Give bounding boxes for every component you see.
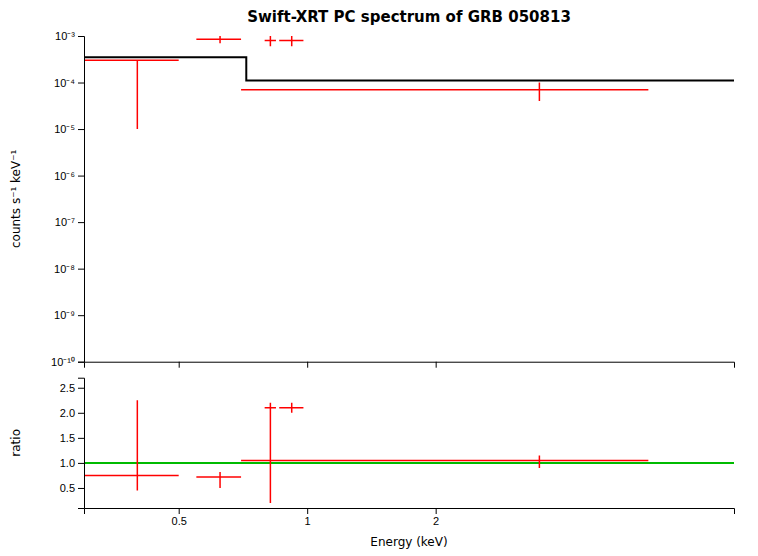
y-tick-label: 1.0 [60,457,75,469]
y-tick-label: 10⁻⁶ [54,170,75,182]
y-tick: 2.5 [60,382,84,394]
error-bar-x [241,89,648,91]
error-bar-x [265,40,276,42]
chart: 10⁻¹⁰ 10⁻⁹ 10⁻⁸ 10⁻⁷ 10⁻⁶ 10⁻⁵ 10⁻⁴ 10⁻³ Swift-X… [0,0,758,556]
y-tick-label: 10⁻⁹ [54,309,75,321]
error-bar-x [265,407,276,409]
error-bar-x [279,40,303,42]
y-tick-mark [78,413,84,414]
x-tick-label: 1 [305,515,311,527]
y-tick-label: 10⁻⁵ [54,123,75,135]
x-tick-mark [307,508,308,514]
y-tick: 10⁻⁸ [54,263,84,275]
y-tick-label: 0.5 [60,482,75,494]
y-tick: 0.5 [60,482,84,494]
y-tick-mark [78,129,84,130]
y-axis: 0.5 1.0 1.5 2.0 2.5 [60,378,85,508]
error-bar-x [241,460,648,462]
error-bar-x [279,407,303,409]
x-tick [307,362,308,368]
y-tick: 1.5 [60,432,84,444]
y-tick-mark [78,362,84,363]
x-axis [85,362,735,368]
x-tick: 0.5 [172,508,187,527]
y-tick-label: 10⁻⁸ [54,263,75,275]
error-bar-x [84,475,179,477]
x-tick: 1 [305,508,311,527]
x-tick: 2 [433,508,439,527]
y-tick-mark [78,269,84,270]
x-tick-mark [436,362,437,368]
y-tick-label: 2.0 [60,407,75,419]
x-tick-mark [179,508,180,514]
x-tick [436,362,437,368]
y-tick: 10⁻⁴ [54,77,84,89]
y-tick: 10⁻⁷ [55,216,84,228]
y-tick: 10⁻¹⁰ [51,356,84,368]
y-tick-mark [78,222,84,223]
y-axis-title: ratio [9,429,23,457]
y-tick-label: 1.5 [60,432,75,444]
error-bar-y [270,403,272,503]
y-tick-mark [78,315,84,316]
error-bar-y [137,60,139,129]
y-tick-label: 10⁻¹⁰ [51,356,75,368]
y-tick-mark [78,488,84,489]
title: Swift-XRT PC spectrum of GRB 050813 [247,8,571,26]
y-tick-label: 2.5 [60,382,75,394]
y-axis: 10⁻¹⁰ 10⁻⁹ 10⁻⁸ 10⁻⁷ 10⁻⁶ 10⁻⁵ 10⁻⁴ 10⁻³ [51,30,84,368]
y-tick: 10⁻⁶ [54,170,84,182]
error-bar-y [539,83,541,102]
y-tick-label: 10⁻⁷ [55,216,75,228]
y-tick-mark [78,36,84,37]
x-axis-line [85,362,735,368]
error-bar-x [196,39,241,41]
error-bar-x [196,476,241,478]
x-axis: 0.5 1 2 [85,508,735,527]
y-tick: 1.0 [60,457,84,469]
plot-area [84,36,734,129]
y-tick-mark [78,463,84,464]
y-tick: 2.0 [60,407,84,419]
panel: 10⁻¹⁰ 10⁻⁹ 10⁻⁸ 10⁻⁷ 10⁻⁶ 10⁻⁵ 10⁻⁴ 10⁻³ Swift-X… [9,8,735,368]
x-tick-mark [179,362,180,368]
y-axis-title: counts s⁻¹ keV⁻¹ [9,149,23,248]
y-axis-line [78,378,85,508]
y-tick-mark [78,176,84,177]
error-bar-x [84,60,179,62]
x-axis-line [85,509,735,515]
error-bar-y [539,455,541,468]
x-tick-label: 0.5 [172,515,187,527]
y-tick-mark [78,388,84,389]
x-tick-mark [307,362,308,368]
y-tick-label: 10⁻³ [55,30,75,42]
panel: 0.5 1 2 0.5 1.0 1.5 2.0 2.5 ratio Energy (keV) [9,378,735,549]
y-tick: 10⁻³ [55,30,84,42]
y-axis-line [78,37,85,363]
x-tick-label: 2 [433,515,439,527]
x-tick-mark [436,508,437,514]
error-bar-y [137,400,139,490]
y-tick-mark [78,438,84,439]
y-tick: 10⁻⁵ [54,123,84,135]
model-line [84,57,734,80]
y-tick: 10⁻⁹ [54,309,84,321]
y-tick-label: 10⁻⁴ [54,77,75,89]
error-bar-y [219,472,221,488]
x-tick [179,362,180,368]
plot-area [84,400,734,503]
y-tick-mark [78,83,84,84]
reference-line [84,462,734,464]
x-axis-title: Energy (keV) [370,535,447,549]
